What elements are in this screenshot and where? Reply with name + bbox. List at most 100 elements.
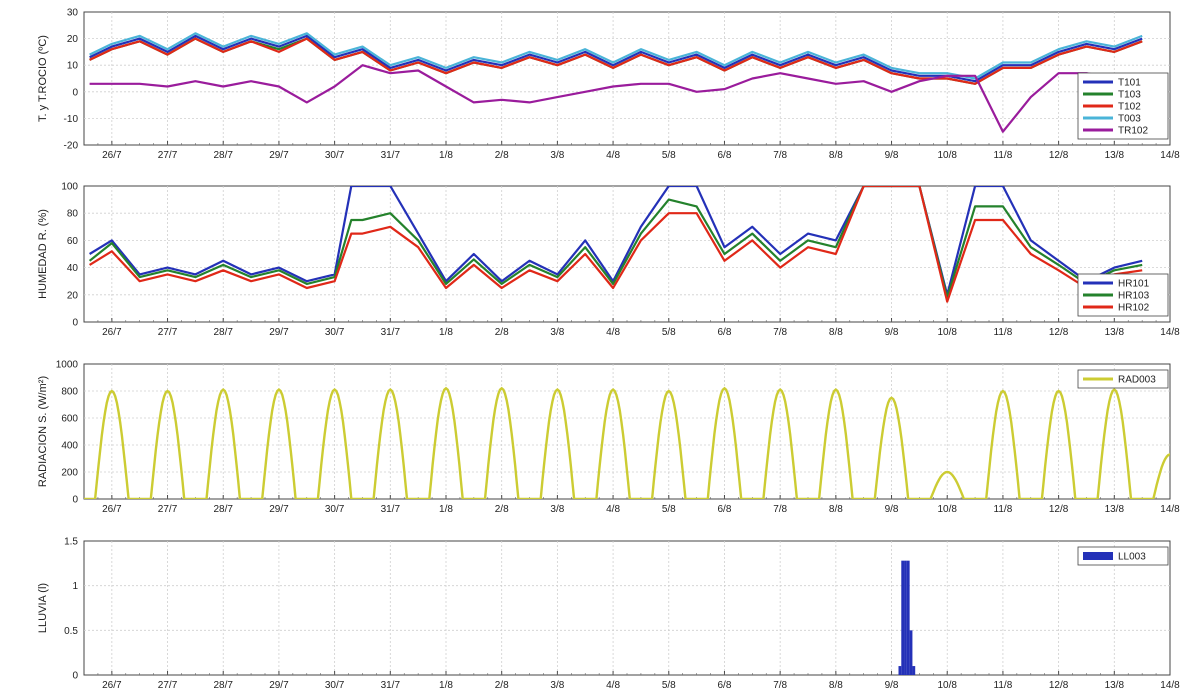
x-tick-label: 2/8 (495, 680, 509, 691)
x-tick-label: 11/8 (994, 327, 1013, 338)
x-tick-label: 30/7 (325, 150, 345, 161)
x-tick-label: 28/7 (213, 680, 233, 691)
panel-2: 0 20 40 60 80 100 26/7 27/7 28/7 29/7 30/7 31/7 1/8 2… (37, 182, 1180, 339)
y-tick-label: 30 (67, 8, 79, 19)
series-line-t102 (89, 37, 1143, 85)
panel-4: 0 0.5 1 1.5 26/7 27/7 28/7 29/7 30/7 31/7 1/8 2/8 3/… (37, 537, 1180, 692)
x-tick-label: 29/7 (269, 680, 289, 691)
x-tick-label: 2/8 (495, 327, 509, 338)
y-tick-label: 1000 (56, 360, 79, 371)
panel-1: -20 -10 0 10 20 30 26/7 27/7 28/7 29/7 30/7 31/7 1/8… (37, 8, 1180, 162)
y-axis-label: LLUVIA (l) (37, 583, 49, 633)
y-tick-label: 1.5 (64, 537, 78, 548)
x-tick-label: 29/7 (269, 150, 289, 161)
x-tick-label: 10/8 (937, 504, 957, 515)
x-tick-label: 6/8 (718, 680, 732, 691)
y-tick-label: -20 (64, 141, 79, 152)
x-tick-label: 8/8 (829, 680, 843, 691)
y-tick-label: 1 (72, 581, 78, 592)
x-tick-label: 1/8 (439, 150, 453, 161)
x-tick-label: 14/8 (1160, 150, 1180, 161)
x-tick-label: 31/7 (381, 150, 401, 161)
x-tick-label: 4/8 (606, 327, 620, 338)
x-tick-label: 1/8 (439, 327, 453, 338)
legend-swatch (1083, 552, 1113, 560)
legend-label: HR101 (1118, 279, 1150, 290)
y-tick-label: 800 (61, 387, 78, 398)
x-tick-label: 26/7 (102, 150, 122, 161)
x-tick-label: 6/8 (718, 504, 732, 515)
x-tick-label: 28/7 (213, 327, 233, 338)
x-tick-label: 12/8 (1049, 327, 1069, 338)
x-tick-label: 12/8 (1049, 680, 1069, 691)
y-tick-label: 80 (67, 209, 79, 220)
x-tick-label: 2/8 (495, 150, 509, 161)
y-tick-label: 0 (72, 671, 78, 682)
x-tick-label: 29/7 (269, 327, 289, 338)
x-tick-label: 5/8 (662, 327, 676, 338)
legend-box (1077, 546, 1169, 566)
x-tick-label: 13/8 (1105, 504, 1125, 515)
x-tick-label: 27/7 (158, 150, 178, 161)
y-tick-label: 0 (72, 87, 78, 98)
legend-label: T101 (1118, 78, 1141, 89)
x-tick-label: 5/8 (662, 504, 676, 515)
legend-label: RAD003 (1118, 375, 1156, 386)
x-tick-label: 7/8 (773, 150, 787, 161)
x-tick-label: 9/8 (885, 504, 899, 515)
x-tick-label: 4/8 (606, 680, 620, 691)
plot-area (898, 560, 916, 675)
y-tick-label: 0.5 (64, 626, 78, 637)
legend-label: T103 (1118, 90, 1141, 101)
bar-ll003 (898, 666, 902, 675)
y-tick-label: 400 (61, 441, 78, 452)
x-tick-label: 9/8 (885, 150, 899, 161)
bar-ll003 (912, 666, 916, 675)
x-tick-label: 1/8 (439, 504, 453, 515)
plot-area (84, 386, 1170, 499)
x-tick-label: 3/8 (550, 327, 564, 338)
series-line-tr102 (89, 64, 1143, 133)
x-tick-label: 6/8 (718, 150, 732, 161)
x-tick-label: 7/8 (773, 327, 787, 338)
x-tick-label: 12/8 (1049, 504, 1069, 515)
series-line-t101 (89, 34, 1143, 83)
y-tick-label: 0 (72, 495, 78, 506)
x-tick-label: 3/8 (550, 680, 564, 691)
x-tick-label: 14/8 (1160, 504, 1180, 515)
x-tick-label: 5/8 (662, 150, 676, 161)
bar-ll003 (901, 560, 905, 675)
x-tick-label: 1/8 (439, 680, 453, 691)
x-tick-label: 10/8 (937, 327, 957, 338)
x-tick-label: 11/8 (994, 150, 1013, 161)
x-tick-label: 28/7 (213, 504, 233, 515)
x-tick-label: 26/7 (102, 680, 122, 691)
x-tick-label: 2/8 (495, 504, 509, 515)
legend-label: T102 (1118, 102, 1141, 113)
x-tick-label: 27/7 (158, 680, 178, 691)
x-tick-label: 30/7 (325, 504, 345, 515)
x-tick-label: 27/7 (158, 327, 178, 338)
legend-label: TR102 (1118, 126, 1148, 137)
bar-ll003 (906, 560, 910, 675)
legend-label: T003 (1118, 114, 1141, 125)
y-tick-label: 40 (67, 263, 79, 274)
y-tick-label: 0 (72, 318, 78, 329)
plot-area (88, 186, 1143, 303)
x-tick-label: 14/8 (1160, 680, 1180, 691)
legend-label: LL003 (1118, 552, 1146, 563)
x-tick-label: 30/7 (325, 327, 345, 338)
series-line-hr103 (88, 186, 1143, 299)
x-tick-label: 9/8 (885, 680, 899, 691)
x-tick-label: 28/7 (213, 150, 233, 161)
x-tick-label: 13/8 (1105, 327, 1125, 338)
legend: LL003 (1077, 546, 1169, 566)
x-tick-label: 3/8 (550, 150, 564, 161)
x-tick-label: 8/8 (829, 150, 843, 161)
x-tick-label: 31/7 (381, 680, 401, 691)
x-tick-label: 30/7 (325, 680, 345, 691)
x-tick-label: 10/8 (937, 680, 957, 691)
x-tick-label: 3/8 (550, 504, 564, 515)
